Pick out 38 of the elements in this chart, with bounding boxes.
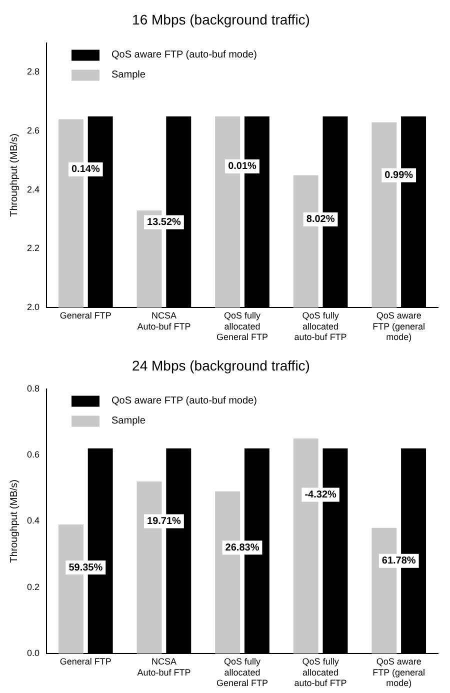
x-tick-label: QoS fully allocated General FTP [216,310,268,342]
y-tick-label: 0.2 [26,582,40,592]
x-tick-label: QoS fully allocated General FTP [216,656,268,688]
annotation: 0.14% [71,164,100,176]
legend-label: QoS aware FTP (auto-buf mode) [112,396,257,407]
x-tick-label: QoS aware FTP (general mode) [372,310,426,342]
y-tick-label: 2.2 [26,243,40,254]
chart-title: 16 Mbps (background traffic) [132,11,310,28]
annotation: 61.78% [382,556,416,567]
x-tick-label: General FTP [60,656,112,666]
annotation: 13.52% [146,217,182,228]
y-tick-label: 2.6 [26,126,40,136]
annotation: 26.83% [225,542,260,554]
y-tick-label: 0.8 [26,383,40,394]
legend-label: Sample [112,416,146,427]
x-tick-label: NCSA Auto-buf FTP [137,310,191,332]
x-tick-label: QoS fully allocated auto-buf FTP [294,656,347,688]
annotation: 0.01% [228,161,257,172]
y-axis-title: Throughput (MB/s) [8,134,20,217]
annotation: 19.71% [146,516,182,527]
annotation: 0.99% [384,170,414,181]
x-tick-label: QoS fully allocated auto-buf FTP [294,310,347,342]
legend-label: QoS aware FTP (auto-buf mode) [112,50,257,61]
legend-label: Sample [112,70,146,81]
y-tick-label: 0.0 [26,648,40,658]
annotation: -4.32% [304,489,337,500]
annotation: 59.35% [68,562,103,574]
y-tick-label: 0.6 [26,449,40,460]
y-tick-label: 2.8 [26,66,40,77]
x-tick-label: NCSA Auto-buf FTP [137,656,191,678]
y-axis-title: Throughput (MB/s) [8,480,20,563]
chart-title: 24 Mbps (background traffic) [132,357,310,374]
x-tick-label: QoS aware FTP (general mode) [372,656,426,688]
y-tick-label: 2.0 [26,302,40,312]
y-tick-label: 0.4 [26,516,40,526]
x-tick-label: General FTP [60,310,112,320]
annotation: 8.02% [306,214,335,226]
y-tick-label: 2.4 [26,184,40,194]
